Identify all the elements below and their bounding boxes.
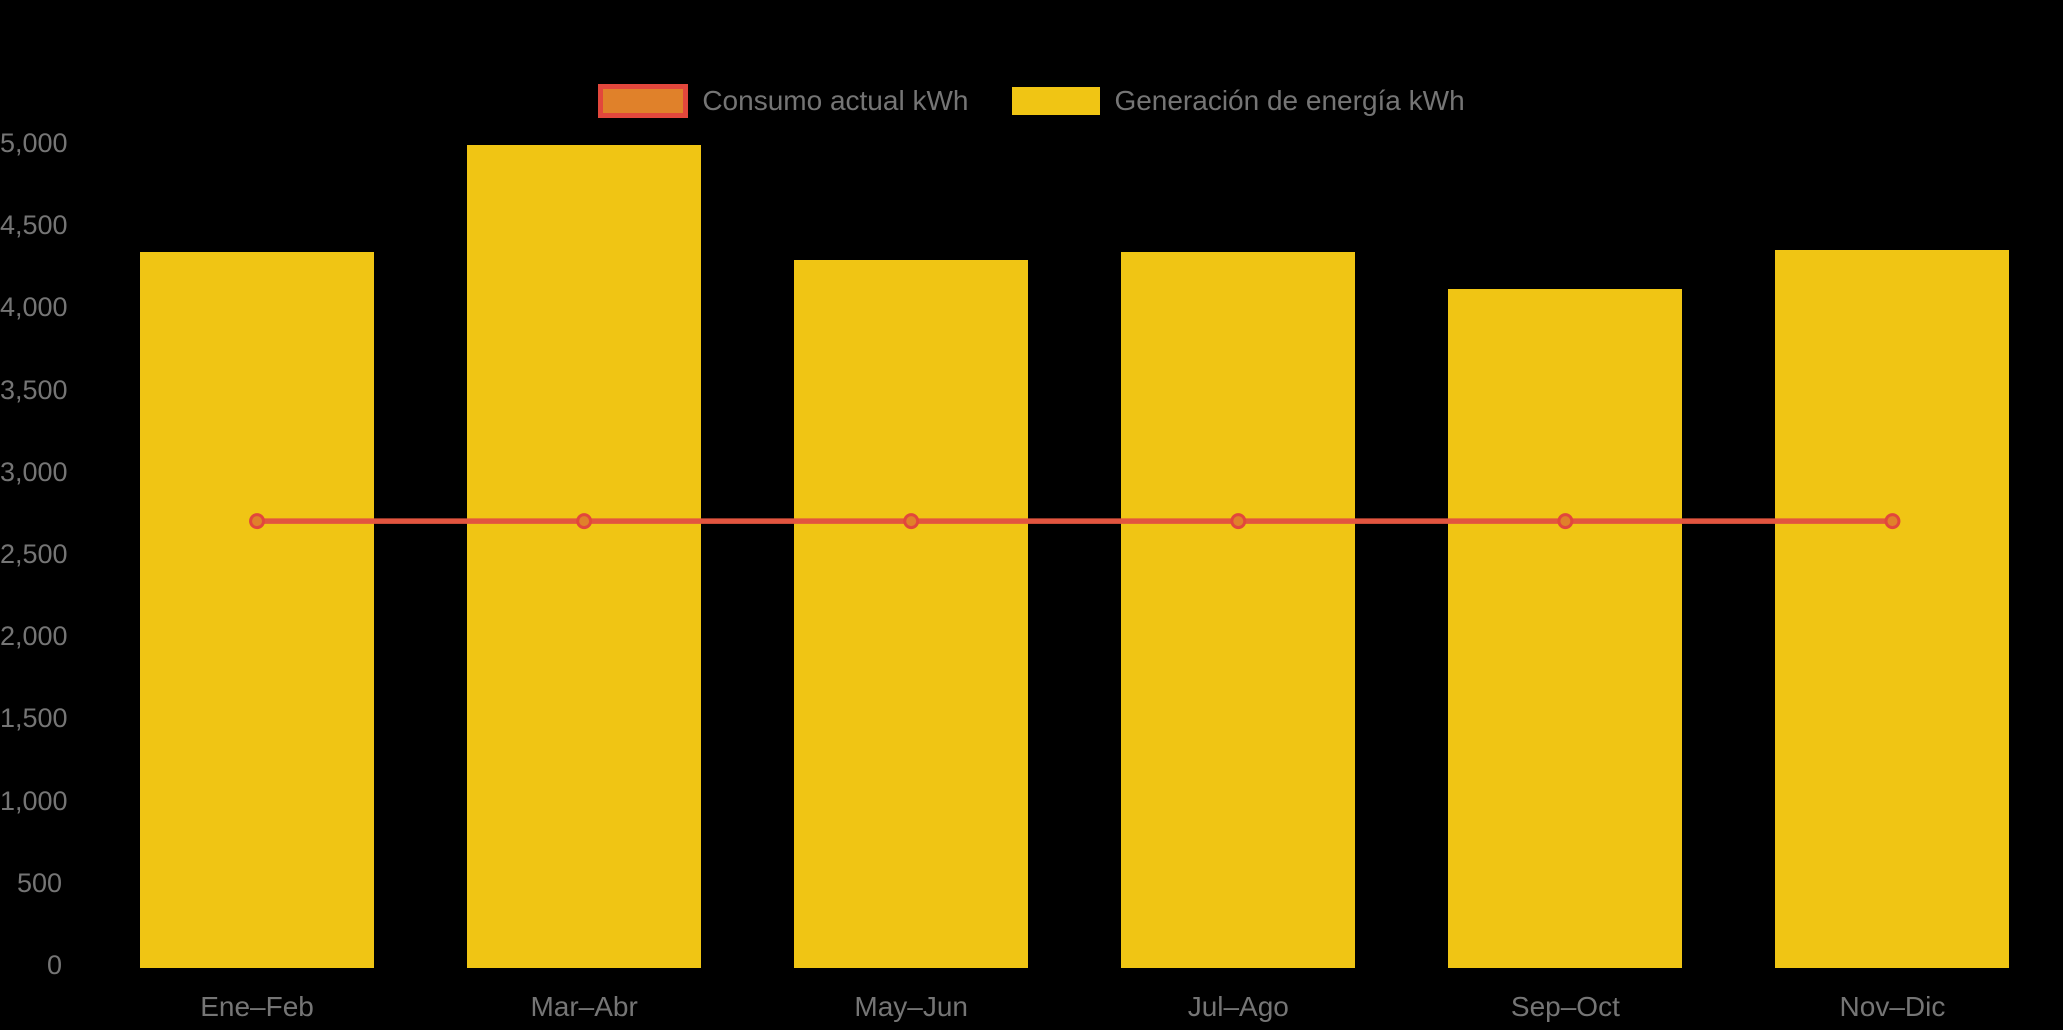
line-point[interactable] bbox=[1230, 513, 1247, 530]
x-tick-label: Jul–Ago bbox=[1187, 991, 1289, 1022]
y-tick-label: 2,000 bbox=[0, 621, 68, 652]
x-tick-label: Nov–Dic bbox=[1839, 991, 1946, 1022]
line-point[interactable] bbox=[1557, 513, 1574, 530]
y-tick-label: 2,500 bbox=[0, 539, 68, 569]
bar-nov-dic[interactable] bbox=[1775, 249, 2010, 968]
legend-item-consumo-actual[interactable]: Consumo actual kWh bbox=[598, 84, 968, 118]
x-tick-label: May–Jun bbox=[854, 991, 969, 1022]
bar-may-jun[interactable] bbox=[794, 259, 1029, 968]
y-tick-label: 500 bbox=[16, 867, 62, 898]
legend-label-generacion-energia: Generación de energía kWh bbox=[1114, 85, 1465, 116]
bar-ene-feb[interactable] bbox=[140, 251, 375, 968]
bar-sep-oct[interactable] bbox=[1448, 289, 1683, 968]
y-tick-label: 1,500 bbox=[0, 703, 68, 734]
x-tick-label: Ene–Feb bbox=[200, 991, 314, 1022]
x-tick-label: Sep–Oct bbox=[1510, 991, 1620, 1022]
legend-swatch-consumo-actual bbox=[598, 84, 689, 118]
y-tick-label: 3,000 bbox=[0, 456, 68, 487]
legend-swatch-generacion-energia bbox=[1012, 87, 1101, 115]
y-tick-label: 4,500 bbox=[0, 210, 68, 241]
line-point[interactable] bbox=[249, 513, 266, 530]
legend: Consumo actual kWh Generación de energía… bbox=[0, 84, 2063, 118]
line-point[interactable] bbox=[576, 513, 593, 530]
y-tick-label: 4,000 bbox=[0, 292, 68, 323]
y-tick-label: 5,000 bbox=[0, 128, 68, 158]
line-point[interactable] bbox=[1884, 513, 1901, 530]
legend-label-consumo-actual: Consumo actual kWh bbox=[702, 85, 969, 116]
y-tick-label: 1,000 bbox=[0, 785, 68, 816]
y-tick-label: 0 bbox=[46, 950, 62, 980]
bar-mar-abr[interactable] bbox=[467, 144, 702, 968]
x-tick-label: Mar–Abr bbox=[530, 991, 638, 1022]
bar-jul-ago[interactable] bbox=[1121, 251, 1356, 968]
legend-item-generacion-energia[interactable]: Generación de energía kWh bbox=[1012, 84, 1465, 118]
y-tick-label: 3,500 bbox=[0, 374, 68, 405]
line-point[interactable] bbox=[903, 513, 920, 530]
